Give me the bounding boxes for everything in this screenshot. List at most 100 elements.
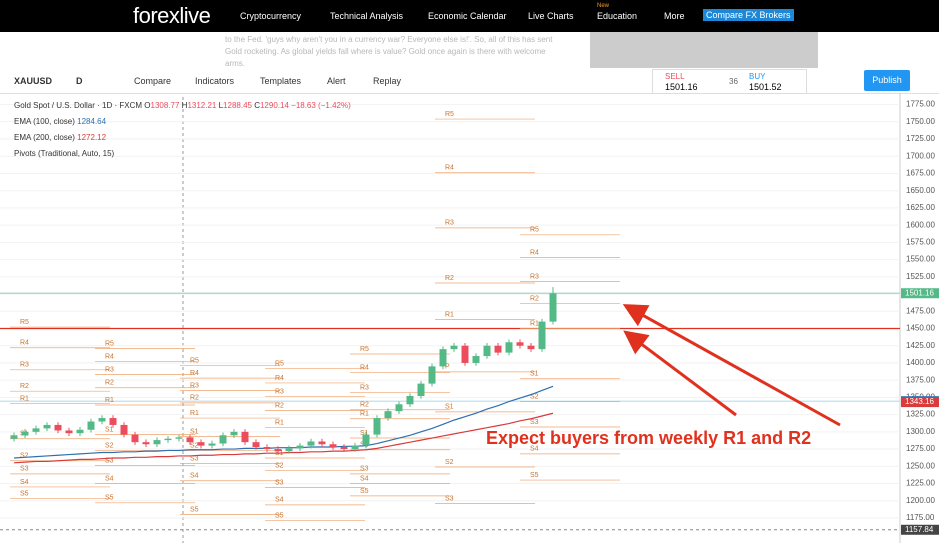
toolbar-item[interactable]: Replay bbox=[373, 76, 402, 86]
candle-body bbox=[197, 442, 205, 446]
nav-item[interactable]: Live Charts bbox=[528, 11, 574, 21]
change: −18.63 (−1.42%) bbox=[291, 101, 351, 110]
ohlc-value: 1312.21 bbox=[187, 101, 217, 110]
candle-body bbox=[21, 431, 29, 436]
pivot-label: R4 bbox=[20, 340, 29, 347]
ema-value: 1272.12 bbox=[77, 133, 107, 142]
toolbar: XAUUSD D Compare Indicators Templates Al… bbox=[0, 68, 939, 94]
pivot-label: S4 bbox=[105, 475, 114, 482]
candle-body bbox=[263, 446, 271, 450]
candle-body bbox=[461, 345, 469, 363]
y-tick-label: 1325.00 bbox=[906, 410, 935, 419]
toolbar-item[interactable]: Alert bbox=[327, 76, 346, 86]
ema-name: EMA (100, close) bbox=[14, 117, 75, 126]
ohlc-label: L bbox=[218, 101, 224, 110]
pivot-label: R1 bbox=[530, 320, 539, 327]
price-tag-label: 1157.84 bbox=[905, 525, 934, 534]
pivot-label: R4 bbox=[275, 375, 284, 382]
candle-body bbox=[384, 411, 392, 419]
price-tag-label: 1501.16 bbox=[905, 288, 934, 297]
y-tick-label: 1675.00 bbox=[906, 169, 935, 178]
pivot-label: S1 bbox=[530, 371, 539, 378]
toolbar-item[interactable]: Templates bbox=[260, 76, 302, 86]
pivot-label: R3 bbox=[190, 382, 199, 389]
pivot-label: S2 bbox=[105, 442, 114, 449]
ohlc-label: H bbox=[181, 101, 188, 110]
pivot-label: S2 bbox=[445, 459, 454, 466]
pivot-label: R2 bbox=[190, 395, 199, 402]
pivot-label: R5 bbox=[190, 358, 199, 365]
pivot-label: S3 bbox=[530, 419, 539, 426]
candle-body bbox=[494, 345, 502, 353]
ad-box bbox=[590, 32, 818, 68]
pivot-label: R3 bbox=[275, 389, 284, 396]
pivot-label: R2 bbox=[275, 402, 284, 409]
nav-item[interactable]: Cryptocurrency bbox=[240, 11, 302, 21]
pivot-label: S5 bbox=[360, 488, 369, 495]
publish-button[interactable]: Publish bbox=[864, 70, 910, 91]
buy-price[interactable]: 1501.52 bbox=[749, 82, 782, 92]
pivot-label: R2 bbox=[445, 275, 454, 282]
candle-body bbox=[98, 418, 106, 422]
y-tick-label: 1725.00 bbox=[906, 134, 935, 143]
candle-body bbox=[131, 434, 139, 443]
pivot-label: S2 bbox=[275, 462, 284, 469]
candle-body bbox=[395, 404, 403, 412]
candle-body bbox=[296, 445, 304, 449]
pivot-label: R5 bbox=[275, 360, 284, 367]
candle-body bbox=[406, 396, 414, 405]
nav-item[interactable]: Economic Calendar bbox=[428, 11, 507, 21]
candle-body bbox=[417, 383, 425, 397]
legend: Gold Spot / U.S. Dollar · 1D · FXCM O130… bbox=[14, 98, 351, 162]
logo[interactable]: forexlive bbox=[133, 3, 211, 28]
candle-body bbox=[516, 342, 524, 346]
y-tick-label: 1650.00 bbox=[906, 186, 935, 195]
candle-body bbox=[373, 418, 381, 435]
toolbar-item[interactable]: Indicators bbox=[195, 76, 235, 86]
y-tick-label: 1450.00 bbox=[906, 324, 935, 333]
ema-legend: EMA (100, close) 1284.64 bbox=[14, 114, 351, 130]
candle-body bbox=[76, 429, 84, 434]
candle-body bbox=[252, 442, 260, 447]
pivot-label: P bbox=[445, 364, 450, 371]
candle-body bbox=[109, 418, 117, 425]
pivot-label: S4 bbox=[530, 446, 539, 453]
nav-item[interactable]: More bbox=[664, 11, 685, 21]
ema-value: 1284.64 bbox=[77, 117, 107, 126]
y-tick-label: 1225.00 bbox=[906, 479, 935, 488]
symbol[interactable]: XAUUSD bbox=[14, 76, 53, 86]
sell-label[interactable]: SELL bbox=[665, 72, 685, 81]
pivot-label: S4 bbox=[20, 479, 29, 486]
y-tick-label: 1300.00 bbox=[906, 427, 935, 436]
candle-body bbox=[186, 437, 194, 443]
pivot-label: R1 bbox=[190, 410, 199, 417]
spread: 36 bbox=[729, 77, 738, 86]
candle-body bbox=[505, 342, 513, 353]
y-tick-label: 1250.00 bbox=[906, 461, 935, 470]
arrow bbox=[623, 330, 737, 417]
pivot-label: R5 bbox=[105, 340, 114, 347]
sell-price[interactable]: 1501.16 bbox=[665, 82, 698, 92]
pivot-label: R1 bbox=[275, 420, 284, 427]
nav-item[interactable]: Technical Analysis bbox=[330, 11, 404, 21]
pivot-label: R5 bbox=[445, 111, 454, 118]
pivot-label: R3 bbox=[445, 220, 454, 227]
nav-cta[interactable]: Compare FX Brokers bbox=[703, 9, 794, 21]
nav-item[interactable]: Education bbox=[597, 11, 638, 21]
pivot-label: S4 bbox=[360, 475, 369, 482]
interval[interactable]: D bbox=[76, 76, 83, 86]
pivot-label: S3 bbox=[190, 455, 199, 462]
buy-label[interactable]: BUY bbox=[749, 72, 766, 81]
y-tick-label: 1425.00 bbox=[906, 341, 935, 350]
price-tag-label: 1343.16 bbox=[905, 397, 934, 406]
pivot-label: S5 bbox=[530, 472, 539, 479]
candle-body bbox=[164, 438, 172, 441]
candle-body bbox=[241, 431, 249, 443]
pivot-label: R4 bbox=[530, 249, 539, 256]
ohlc-label: C bbox=[254, 101, 260, 110]
candle-body bbox=[87, 421, 95, 430]
pivot-label: R4 bbox=[190, 370, 199, 377]
toolbar-item[interactable]: Compare bbox=[134, 76, 172, 86]
ema-legend: EMA (200, close) 1272.12 bbox=[14, 130, 351, 146]
candle-body bbox=[230, 431, 238, 436]
